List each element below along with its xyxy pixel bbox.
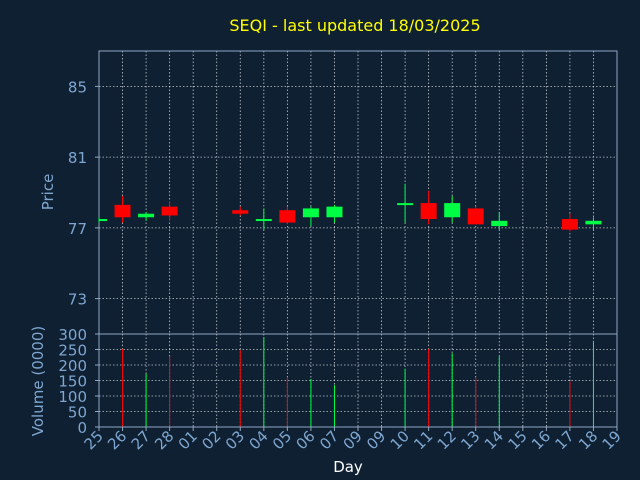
day-tick-label: 12 — [434, 427, 460, 453]
day-tick-label: 05 — [269, 427, 295, 453]
price-tick-label: 77 — [68, 220, 87, 238]
candle-body — [255, 219, 272, 222]
candle-body — [420, 203, 437, 220]
day-tick-label: 13 — [457, 427, 483, 453]
candle-body — [467, 208, 484, 225]
candle-body — [561, 219, 578, 230]
price-panel: 73 77 81 85 — [68, 50, 618, 335]
volume-tick-label: 300 — [58, 326, 87, 344]
day-tick-label: 02 — [198, 427, 224, 453]
candle-body — [138, 213, 155, 218]
day-tick-label: 11 — [410, 427, 436, 453]
day-tick-label: 17 — [552, 427, 578, 453]
chart-title: SEQI - last updated 18/03/2025 — [229, 16, 480, 35]
day-tick-label: 09 — [340, 427, 366, 453]
day-tick-label: 14 — [481, 427, 507, 453]
volume-tick-label: 0 — [77, 419, 87, 437]
volume-panel: 0501001502002503002526272801020304050607… — [58, 326, 624, 453]
candle-body — [99, 219, 107, 222]
day-tick-label: 01 — [175, 427, 201, 453]
day-tick-label: 18 — [575, 427, 601, 453]
volume-tick-label: 250 — [58, 342, 87, 360]
day-tick-label: 16 — [528, 427, 554, 453]
candle-body — [326, 206, 343, 218]
day-tick-label: 27 — [128, 427, 154, 453]
price-tick-label: 73 — [68, 291, 87, 309]
day-tick-label: 03 — [222, 427, 248, 453]
candle-body — [302, 208, 319, 218]
candle-body — [279, 210, 296, 223]
volume-tick-label: 200 — [58, 357, 87, 375]
candle-body — [585, 220, 602, 225]
day-tick-label: 26 — [104, 427, 130, 453]
volume-tick-label: 100 — [58, 388, 87, 406]
day-tick-label: 28 — [151, 427, 177, 453]
candle-body — [444, 203, 461, 218]
day-tick-label: 09 — [363, 427, 389, 453]
candle-body — [114, 204, 131, 218]
price-tick-label: 85 — [68, 78, 87, 96]
candle-body — [232, 210, 249, 214]
day-axis-label: Day — [333, 458, 363, 476]
candle-body — [161, 206, 178, 216]
day-tick-label: 04 — [245, 427, 271, 453]
price-axis-label: Price — [39, 174, 57, 211]
day-tick-label: 10 — [387, 427, 413, 453]
volume-tick-label: 150 — [58, 373, 87, 391]
day-tick-label: 15 — [504, 427, 530, 453]
day-tick-label: 19 — [599, 427, 625, 453]
candle-body — [397, 203, 414, 206]
candle-body — [491, 220, 508, 227]
day-tick-label: 07 — [316, 427, 342, 453]
volume-tick-label: 50 — [68, 404, 87, 422]
volume-axis-label: Volume (0000) — [29, 326, 47, 436]
price-tick-label: 81 — [68, 149, 87, 167]
day-tick-label: 06 — [293, 427, 319, 453]
